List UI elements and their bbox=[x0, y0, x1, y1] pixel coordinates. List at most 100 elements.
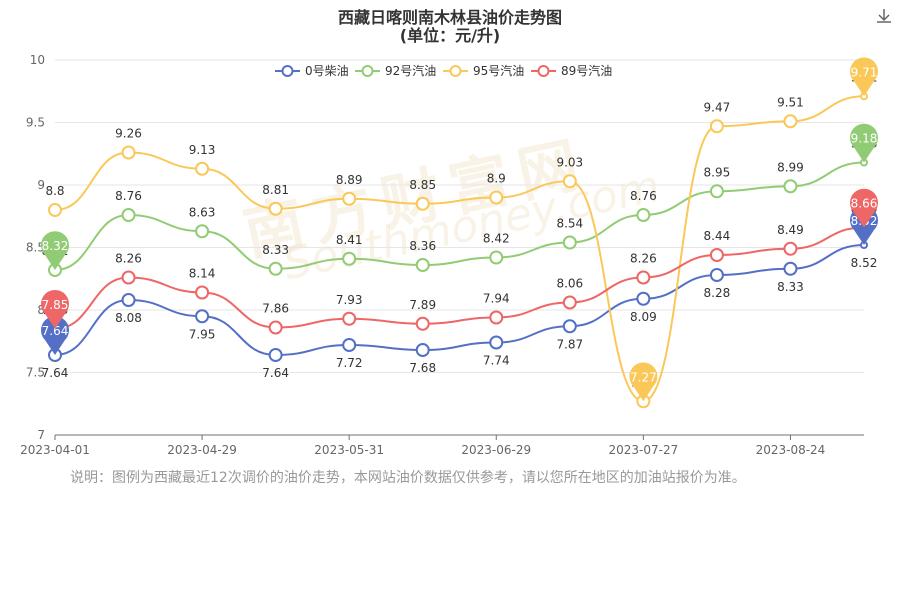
data-point[interactable] bbox=[342, 191, 357, 206]
chart-note: 说明：图例为西藏最近12次调价的油价走势，本网站油价数据仅供参考，请以您所在地区… bbox=[70, 470, 746, 486]
data-label: 7.74 bbox=[483, 354, 510, 368]
pin-marker-min bbox=[41, 289, 69, 329]
x-tick-label: 2023-08-24 bbox=[756, 443, 826, 457]
data-point[interactable] bbox=[415, 343, 430, 357]
data-point[interactable] bbox=[268, 320, 283, 335]
data-point[interactable] bbox=[783, 241, 798, 256]
data-point[interactable] bbox=[709, 119, 724, 134]
data-point[interactable] bbox=[636, 291, 651, 306]
data-label: 8.85 bbox=[409, 178, 436, 192]
pin-marker-min bbox=[41, 231, 69, 270]
data-label: 8.89 bbox=[336, 173, 363, 187]
data-label: 8.42 bbox=[483, 232, 510, 246]
pin-marker-label: 9.18 bbox=[851, 132, 878, 146]
data-point[interactable] bbox=[121, 145, 136, 160]
data-label: 8.63 bbox=[189, 205, 216, 219]
data-point[interactable] bbox=[268, 348, 283, 362]
data-point[interactable] bbox=[121, 293, 136, 307]
data-label: 8.06 bbox=[556, 277, 583, 291]
data-label: 8.76 bbox=[630, 189, 657, 203]
download-icon[interactable] bbox=[874, 6, 894, 26]
data-label: 8.26 bbox=[115, 252, 142, 266]
data-label: 8.9 bbox=[487, 172, 506, 186]
y-tick-label: 8.5 bbox=[26, 241, 45, 255]
data-point[interactable] bbox=[268, 201, 283, 216]
data-label: 9.13 bbox=[189, 143, 216, 157]
data-point[interactable] bbox=[342, 311, 357, 326]
data-point[interactable] bbox=[783, 179, 798, 194]
data-label: 8.28 bbox=[704, 286, 731, 300]
data-label: 8.36 bbox=[409, 239, 436, 253]
data-label: 7.86 bbox=[262, 302, 289, 316]
data-point[interactable] bbox=[342, 338, 357, 352]
pin-marker-label: 7.64 bbox=[42, 324, 69, 338]
data-point[interactable] bbox=[783, 114, 798, 129]
data-label: 8.41 bbox=[336, 233, 363, 247]
legend-label: 0号柴油 bbox=[305, 64, 349, 78]
pin-marker-label: 7.27 bbox=[630, 370, 657, 384]
data-point[interactable] bbox=[415, 258, 430, 272]
data-point[interactable] bbox=[562, 295, 577, 310]
y-tick-label: 9.5 bbox=[26, 116, 45, 130]
data-label: 9.03 bbox=[556, 155, 583, 169]
legend-symbol[interactable] bbox=[537, 65, 550, 77]
data-point[interactable] bbox=[121, 208, 136, 222]
data-label: 7.64 bbox=[262, 366, 289, 380]
data-label: 7.87 bbox=[556, 337, 583, 351]
y-tick-label: 9 bbox=[37, 178, 45, 192]
data-point[interactable] bbox=[636, 270, 651, 285]
line-chart: 7 7.5 8 8.5 9 9.5 10 2023-04-01 2023-04-29 2023-0… bbox=[20, 53, 879, 457]
data-point[interactable] bbox=[489, 250, 504, 265]
pin-marker-label: 9.71 bbox=[851, 65, 878, 79]
x-tick-label: 2023-07-27 bbox=[608, 443, 678, 457]
chart-title: 西藏日喀则南木林县油价走势图 bbox=[337, 8, 562, 27]
data-label: 7.89 bbox=[409, 298, 436, 312]
data-point[interactable] bbox=[562, 319, 577, 334]
pin-marker-label: 8.32 bbox=[42, 239, 69, 253]
data-label: 8.26 bbox=[630, 252, 657, 266]
x-tick-label: 2023-04-01 bbox=[20, 443, 90, 457]
data-point[interactable] bbox=[636, 208, 651, 222]
data-point[interactable] bbox=[489, 190, 504, 205]
chart-subtitle: (单位：元/升) bbox=[399, 26, 501, 45]
legend-symbol[interactable] bbox=[449, 65, 462, 77]
x-tick-label: 2023-06-29 bbox=[461, 443, 531, 457]
pin-marker-max bbox=[850, 188, 879, 228]
data-label: 7.93 bbox=[336, 293, 363, 307]
data-label: 8.81 bbox=[262, 183, 289, 197]
legend-symbol[interactable] bbox=[281, 65, 294, 77]
data-point[interactable] bbox=[709, 184, 724, 199]
data-point[interactable] bbox=[562, 235, 577, 250]
data-point[interactable] bbox=[489, 335, 504, 350]
data-point[interactable] bbox=[195, 161, 210, 176]
data-point[interactable] bbox=[415, 196, 430, 211]
data-point[interactable] bbox=[489, 310, 504, 325]
pin-marker-min bbox=[629, 362, 658, 402]
legend-label: 92号汽油 bbox=[385, 63, 436, 78]
data-point[interactable] bbox=[195, 285, 210, 300]
data-label: 7.94 bbox=[483, 292, 510, 306]
y-tick-label: 10 bbox=[30, 53, 45, 67]
data-point[interactable] bbox=[783, 261, 798, 276]
data-point[interactable] bbox=[562, 174, 577, 189]
data-point[interactable] bbox=[121, 270, 136, 285]
data-point[interactable] bbox=[195, 309, 210, 324]
data-point[interactable] bbox=[709, 268, 724, 282]
data-point[interactable] bbox=[709, 248, 724, 262]
y-tick-label: 8 bbox=[37, 303, 45, 317]
pin-marker-label: 7.85 bbox=[42, 298, 69, 312]
pin-marker-label: 8.66 bbox=[851, 197, 878, 211]
data-point[interactable] bbox=[342, 251, 357, 266]
data-label: 9.51 bbox=[777, 95, 804, 109]
pin-marker-min bbox=[41, 316, 69, 355]
legend-label: 95号汽油 bbox=[473, 63, 524, 78]
data-point[interactable] bbox=[268, 261, 283, 276]
legend-symbol[interactable] bbox=[361, 65, 374, 77]
data-point[interactable] bbox=[195, 224, 210, 239]
data-label: 8.54 bbox=[556, 217, 583, 231]
data-label: 7.64 bbox=[42, 366, 69, 380]
x-tick-label: 2023-05-31 bbox=[314, 443, 384, 457]
y-tick-label: 7.5 bbox=[26, 366, 45, 380]
data-point[interactable] bbox=[415, 316, 430, 331]
data-point[interactable] bbox=[48, 203, 62, 217]
